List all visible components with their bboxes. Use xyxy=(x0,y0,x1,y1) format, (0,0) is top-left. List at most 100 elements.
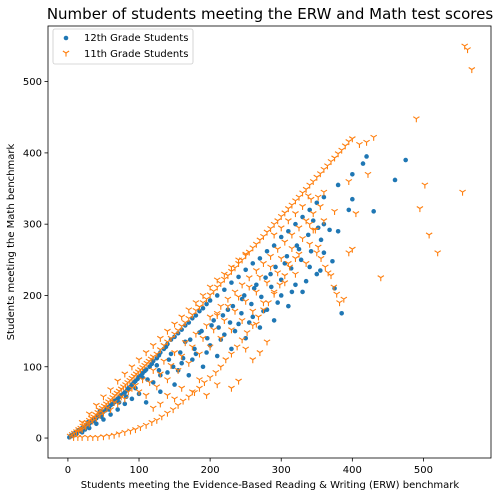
point-11th-grade xyxy=(270,289,278,296)
point-12th-grade xyxy=(129,396,135,402)
point-12th-grade xyxy=(204,350,209,355)
point-11th-grade xyxy=(416,206,424,213)
point-11th-grade xyxy=(117,394,125,401)
point-11th-grade xyxy=(235,378,242,385)
point-11th-grade xyxy=(110,399,118,406)
point-11th-grade xyxy=(185,360,193,367)
point-11th-grade xyxy=(316,171,324,178)
point-11th-grade xyxy=(249,245,257,252)
point-11th-grade xyxy=(148,419,156,426)
point-11th-grade xyxy=(281,239,289,246)
point-11th-grade xyxy=(281,210,289,217)
point-12th-grade xyxy=(209,323,214,328)
point-11th-grade xyxy=(220,271,228,278)
point-11th-grade xyxy=(231,308,239,315)
point-11th-grade xyxy=(459,189,466,196)
point-12th-grade xyxy=(335,182,341,188)
point-11th-grade xyxy=(263,339,271,346)
point-11th-grade xyxy=(217,303,225,310)
point-11th-grade xyxy=(156,371,164,378)
point-12th-grade xyxy=(271,243,277,248)
point-12th-grade xyxy=(170,364,176,370)
point-11th-grade xyxy=(263,280,271,287)
point-11th-grade xyxy=(206,284,214,291)
point-11th-grade xyxy=(78,419,86,426)
point-12th-grade xyxy=(294,243,300,248)
point-11th-grade xyxy=(169,407,177,414)
point-11th-grade xyxy=(341,143,349,150)
point-12th-grade xyxy=(307,264,312,270)
point-11th-grade xyxy=(199,335,207,342)
point-11th-grade xyxy=(213,310,221,317)
point-11th-grade xyxy=(302,260,310,267)
point-11th-grade xyxy=(142,392,150,399)
point-11th-grade xyxy=(277,225,285,232)
point-11th-grade xyxy=(203,322,210,330)
point-11th-grade xyxy=(231,289,239,296)
point-12th-grade xyxy=(259,294,264,300)
point-12th-grade xyxy=(230,303,236,309)
point-11th-grade xyxy=(468,67,476,74)
point-11th-grade xyxy=(331,208,338,215)
point-11th-grade xyxy=(178,385,186,392)
point-11th-grade xyxy=(284,218,292,225)
point-11th-grade xyxy=(352,211,360,218)
point-12th-grade xyxy=(115,407,120,412)
point-12th-grade xyxy=(214,293,220,298)
point-11th-grade xyxy=(238,282,246,289)
chart-title: Number of students meeting the ERW and M… xyxy=(47,5,494,23)
point-11th-grade xyxy=(295,251,303,258)
point-11th-grade xyxy=(327,273,335,280)
y-tick-label: 200 xyxy=(23,291,42,302)
point-12th-grade xyxy=(284,253,290,259)
point-11th-grade xyxy=(281,273,289,280)
point-11th-grade xyxy=(224,296,232,303)
point-11th-grade xyxy=(252,241,260,248)
point-12th-grade xyxy=(308,248,314,254)
point-11th-grade xyxy=(92,415,100,422)
y-tick-label: 500 xyxy=(23,77,42,88)
point-12th-grade xyxy=(94,421,99,427)
point-12th-grade xyxy=(200,305,206,311)
point-11th-grade xyxy=(199,293,207,300)
y-tick-label: 100 xyxy=(23,362,42,373)
point-12th-grade xyxy=(327,227,332,233)
point-12th-grade xyxy=(236,274,241,280)
point-11th-grade xyxy=(156,347,164,354)
point-12th-grade xyxy=(350,196,355,202)
point-11th-grade xyxy=(314,244,322,251)
point-11th-grade xyxy=(377,275,385,282)
point-11th-grade xyxy=(299,235,306,243)
point-11th-grade xyxy=(146,379,154,387)
point-11th-grade xyxy=(179,398,187,405)
point-12th-grade xyxy=(123,394,129,399)
point-11th-grade xyxy=(321,264,329,271)
point-12th-grade xyxy=(257,325,263,330)
point-11th-grade xyxy=(324,163,331,170)
legend: 12th Grade Students 11th Grade Students xyxy=(52,28,194,65)
point-11th-grade xyxy=(364,171,372,178)
point-11th-grade xyxy=(188,312,196,319)
point-11th-grade xyxy=(142,350,150,357)
axes: 0 100 200 300 400 500 0 100 200 300 400 500 xyxy=(23,77,433,476)
point-11th-grade xyxy=(132,427,139,434)
point-12th-grade xyxy=(250,261,256,266)
point-11th-grade xyxy=(235,294,242,301)
point-12th-grade xyxy=(187,337,193,342)
point-11th-grade xyxy=(201,379,208,387)
point-11th-grade xyxy=(121,429,129,436)
point-11th-grade xyxy=(363,139,370,146)
point-11th-grade xyxy=(309,178,317,186)
point-11th-grade xyxy=(228,264,235,271)
point-11th-grade xyxy=(153,417,161,424)
point-12th-grade xyxy=(314,271,320,277)
point-12th-grade xyxy=(307,207,312,213)
point-11th-grade xyxy=(260,233,267,240)
point-11th-grade xyxy=(217,280,225,287)
point-11th-grade xyxy=(121,396,129,403)
point-12th-grade xyxy=(251,286,257,291)
point-11th-grade xyxy=(196,304,203,311)
point-11th-grade xyxy=(313,250,321,257)
point-11th-grade xyxy=(78,427,86,434)
point-12th-grade xyxy=(303,278,309,284)
